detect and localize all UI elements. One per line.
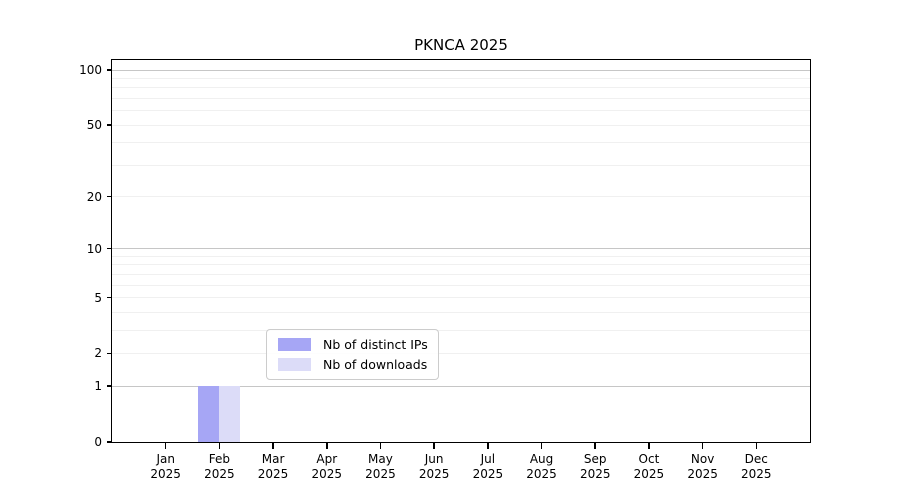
- x-axis-tick: [433, 442, 435, 449]
- minor-gridline: [112, 311, 810, 313]
- year-label: 2025: [204, 467, 235, 481]
- month-label: Oct: [638, 452, 660, 466]
- x-axis-tick-label: Apr 2025: [297, 452, 357, 482]
- legend-swatch-icon: [278, 338, 311, 351]
- x-axis-tick-label: Jun 2025: [404, 452, 464, 482]
- month-label: Jul: [480, 452, 496, 466]
- legend-label: Nb of distinct IPs: [323, 337, 428, 352]
- month-label: Aug: [529, 452, 554, 466]
- minor-gridline: [112, 110, 810, 112]
- chart-title: PKNCA 2025: [414, 36, 508, 54]
- month-label: Nov: [690, 452, 715, 466]
- year-label: 2025: [633, 467, 665, 481]
- legend-entry: Nb of downloads: [278, 357, 428, 372]
- legend-swatch-icon: [278, 358, 311, 371]
- year-label: 2025: [526, 467, 557, 481]
- x-axis-tick-label: Aug 2025: [512, 452, 572, 482]
- y-axis-tick: [106, 385, 111, 387]
- x-axis-tick-label: Sep 2025: [565, 452, 625, 482]
- minor-gridline: [112, 297, 810, 299]
- x-axis-tick-label: Jan 2025: [136, 452, 196, 482]
- legend-label: Nb of downloads: [323, 357, 428, 372]
- year-label: 2025: [687, 467, 718, 481]
- y-axis-tick: [106, 124, 111, 126]
- year-label: 2025: [365, 467, 396, 481]
- minor-gridline: [112, 142, 810, 144]
- minor-gridline: [112, 264, 810, 266]
- plot-area: 0 1 2 5 10 20 50 100 Jan 2025 Feb 2025 Mar 2025 Apr 202…: [79, 59, 811, 481]
- x-axis-tick: [218, 442, 221, 449]
- x-axis-tick: [594, 442, 596, 449]
- major-gridline: [112, 385, 810, 387]
- minor-gridline: [112, 164, 810, 166]
- y-axis-tick-label: 50: [86, 118, 102, 133]
- y-axis-tick: [106, 441, 111, 443]
- month-label: May: [368, 452, 393, 466]
- major-gridline: [112, 248, 810, 250]
- y-axis-tick: [106, 247, 111, 250]
- year-label: 2025: [579, 467, 611, 481]
- year-label: 2025: [150, 467, 181, 481]
- x-axis-tick: [379, 442, 382, 449]
- month-label: Feb: [208, 452, 230, 466]
- minor-gridline: [112, 284, 810, 286]
- year-label: 2025: [418, 467, 450, 481]
- month-label: Apr: [316, 452, 338, 466]
- y-axis-tick: [106, 69, 111, 71]
- bar-nb-of-downloads: [219, 386, 241, 442]
- month-label: Mar: [261, 452, 285, 466]
- x-axis-tick: [487, 442, 489, 449]
- minor-gridline: [112, 196, 810, 198]
- minor-gridline: [112, 124, 810, 126]
- minor-gridline: [112, 97, 810, 99]
- x-axis-tick: [326, 442, 328, 449]
- x-axis-tick: [701, 442, 704, 449]
- y-axis-tick-label: 10: [86, 241, 102, 256]
- month-label: Jun: [424, 452, 444, 466]
- major-gridline: [112, 69, 810, 71]
- y-axis-tick: [106, 296, 111, 299]
- year-label: 2025: [472, 467, 504, 481]
- minor-gridline: [112, 273, 810, 275]
- minor-gridline: [112, 352, 810, 354]
- month-label: Sep: [583, 452, 607, 466]
- x-axis-tick-label: May 2025: [350, 452, 410, 482]
- y-axis-tick: [106, 352, 111, 355]
- y-axis-tick-label: 20: [86, 189, 102, 204]
- x-axis-tick: [755, 442, 758, 449]
- minor-gridline: [112, 255, 810, 257]
- legend: Nb of distinct IPs Nb of downloads: [266, 329, 439, 380]
- x-axis-tick-label: Feb 2025: [189, 452, 249, 482]
- y-axis-tick-label: 1: [94, 379, 102, 394]
- year-label: 2025: [311, 467, 343, 481]
- y-axis-tick-label: 0: [94, 435, 102, 449]
- y-axis-tick-label: 100: [79, 63, 102, 77]
- minor-gridline: [112, 77, 810, 79]
- y-axis-tick-label: 5: [94, 290, 102, 305]
- x-axis-tick: [272, 442, 274, 449]
- x-axis-tick-label: Nov 2025: [673, 452, 733, 482]
- y-axis-tick-label: 2: [94, 346, 102, 361]
- year-label: 2025: [257, 467, 289, 481]
- bar-nb-of-distinct-ips: [198, 386, 220, 442]
- minor-gridline: [112, 87, 810, 89]
- month-label: Jan: [156, 452, 175, 466]
- x-axis-tick-label: Dec 2025: [726, 452, 786, 482]
- x-axis-tick: [540, 442, 543, 449]
- x-axis-tick-label: Mar 2025: [243, 452, 303, 482]
- year-label: 2025: [741, 467, 772, 481]
- month-label: Dec: [744, 452, 768, 466]
- x-axis-tick: [164, 442, 167, 449]
- legend-entry: Nb of distinct IPs: [278, 337, 428, 352]
- y-axis-tick: [106, 195, 111, 198]
- minor-gridline: [112, 329, 810, 331]
- x-axis-tick: [648, 442, 650, 449]
- x-axis-tick-label: Oct 2025: [619, 452, 679, 482]
- x-axis-tick-label: Jul 2025: [458, 452, 518, 482]
